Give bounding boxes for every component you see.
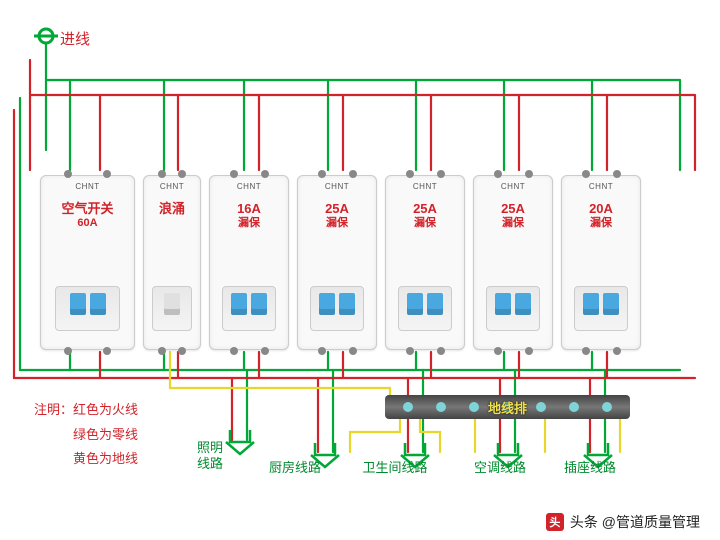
breaker-toggle-area[interactable] <box>310 286 365 331</box>
breaker-1: CHNT 浪涌 <box>143 175 201 350</box>
circuit-label-3: 空调线路 <box>465 460 535 476</box>
breaker-rating: 25A漏保 <box>413 201 437 230</box>
breaker-toggle[interactable] <box>70 293 86 315</box>
source-logo-icon: 头 <box>546 513 564 531</box>
breaker-rating: 25A漏保 <box>325 201 349 230</box>
breaker-toggle[interactable] <box>319 293 335 315</box>
breaker-2: CHNT 16A漏保 <box>209 175 289 350</box>
breaker-toggle-area[interactable] <box>574 286 629 331</box>
circuit-label-0: 照明线路 <box>175 440 245 471</box>
circuit-label-1: 厨房线路 <box>260 460 330 476</box>
breaker-toggle[interactable] <box>603 293 619 315</box>
breaker-brand: CHNT <box>237 182 261 191</box>
breaker-rating: 浪涌 <box>159 201 185 217</box>
breaker-0: CHNT 空气开关60A <box>40 175 135 350</box>
breaker-brand: CHNT <box>589 182 613 191</box>
breaker-rating: 空气开关60A <box>61 201 113 230</box>
breaker-toggle[interactable] <box>515 293 531 315</box>
breaker-rating: 20A漏保 <box>589 201 613 230</box>
inlet-label: 进线 <box>60 28 90 49</box>
legend: 注明：红色为火线 绿色为零线 黄色为地线 <box>34 398 138 472</box>
breaker-toggle-area[interactable] <box>55 286 120 331</box>
breaker-brand: CHNT <box>160 182 184 191</box>
breaker-toggle-area[interactable] <box>486 286 541 331</box>
breaker-row: CHNT 空气开关60A CHNT 浪涌 CHNT 16A漏保 CHNT 25A漏保 CHNT 2… <box>40 175 641 350</box>
breaker-toggle-area[interactable] <box>152 286 191 331</box>
legend-live: 注明：红色为火线 <box>34 398 138 423</box>
footer: 头 头条 @管道质量管理 <box>546 512 700 532</box>
breaker-toggle[interactable] <box>583 293 599 315</box>
legend-ground: 黄色为地线 <box>34 447 138 472</box>
circuit-label-2: 卫生间线路 <box>360 460 430 476</box>
breaker-toggle[interactable] <box>251 293 267 315</box>
footer-text: 头条 @管道质量管理 <box>570 512 700 532</box>
breaker-toggle[interactable] <box>231 293 247 315</box>
breaker-3: CHNT 25A漏保 <box>297 175 377 350</box>
breaker-5: CHNT 25A漏保 <box>473 175 553 350</box>
breaker-toggle[interactable] <box>495 293 511 315</box>
legend-neutral: 绿色为零线 <box>34 423 138 448</box>
breaker-rating: 25A漏保 <box>501 201 525 230</box>
breaker-4: CHNT 25A漏保 <box>385 175 465 350</box>
breaker-brand: CHNT <box>325 182 349 191</box>
breaker-toggle-area[interactable] <box>222 286 277 331</box>
breaker-brand: CHNT <box>413 182 437 191</box>
breaker-6: CHNT 20A漏保 <box>561 175 641 350</box>
breaker-toggle-area[interactable] <box>398 286 453 331</box>
ground-bar: 地线排 <box>385 395 630 419</box>
breaker-toggle[interactable] <box>339 293 355 315</box>
ground-bar-label: 地线排 <box>488 398 527 417</box>
breaker-toggle[interactable] <box>164 293 180 315</box>
breaker-brand: CHNT <box>501 182 525 191</box>
circuit-label-4: 插座线路 <box>555 460 625 476</box>
breaker-toggle[interactable] <box>407 293 423 315</box>
breaker-brand: CHNT <box>75 182 99 191</box>
breaker-rating: 16A漏保 <box>237 201 261 230</box>
breaker-toggle[interactable] <box>90 293 106 315</box>
breaker-toggle[interactable] <box>427 293 443 315</box>
